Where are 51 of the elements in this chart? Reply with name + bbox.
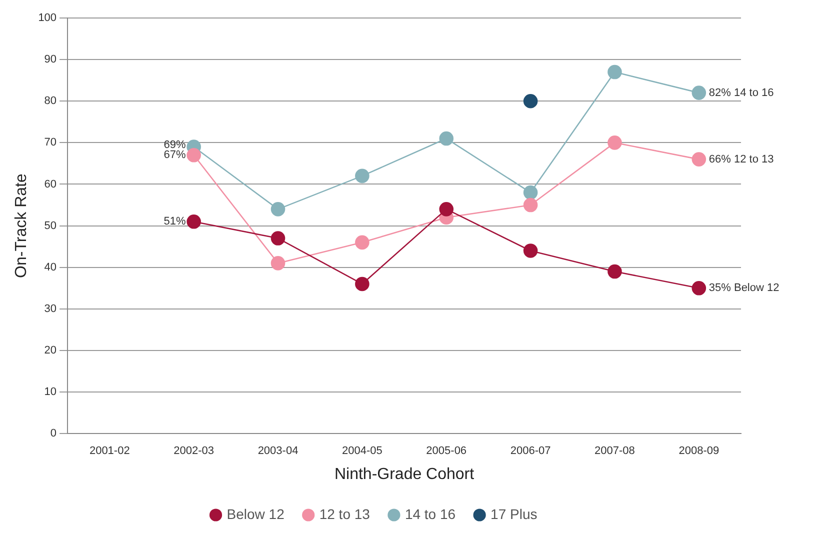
y-axis-title: On-Track Rate [13,174,30,278]
point [439,202,454,216]
point [608,64,622,80]
x-tick-label: 2008-09 [678,445,720,458]
y-tick-label: 70 [44,136,57,149]
annotation: 51% [164,216,186,228]
legend-label: Below 12 [226,506,285,522]
annotation: 82% 14 to 16 [708,86,774,99]
y-tick-label: 50 [44,220,57,232]
point [355,276,370,292]
point [692,280,706,296]
annotation: 35% Below 12 [708,282,780,294]
point [355,235,370,250]
annotation: 69% [164,139,186,152]
point [692,152,706,166]
x-tick-label: 2004-05 [342,445,382,458]
x-tick-label: 2003-04 [258,445,298,458]
y-tick-label: 80 [44,95,57,108]
point [523,185,538,200]
point [186,214,201,229]
y-tick-label: 60 [44,178,57,190]
point [523,198,538,212]
x-tick-label: 2007-08 [594,445,635,458]
y-tick-label: 20 [44,344,57,357]
point [523,94,538,108]
point [186,148,201,162]
legend-label: 14 to 16 [404,506,456,522]
y-tick-label: 30 [44,302,57,315]
point [692,86,706,100]
point [523,244,538,258]
y-tick-label: 40 [44,261,57,274]
point [270,231,286,246]
y-tick-label: 90 [44,54,57,66]
point [439,131,454,146]
point [608,136,622,150]
annotation: 66% 12 to 13 [708,153,774,166]
annotation: 67% [164,149,186,162]
x-tick-label: 2005-06 [426,445,467,458]
legend-label: 12 to 13 [319,506,370,522]
point [270,256,286,270]
y-tick-label: 100 [38,12,57,24]
y-tick-label: 0 [50,428,57,440]
legend-label: 17 Plus [490,506,538,522]
x-tick-label: 2001-02 [89,445,130,458]
x-tick-label: 2006-07 [510,445,551,458]
point [270,202,286,216]
x-axis-title: Ninth-Grade Cohort [334,466,475,483]
y-tick-label: 10 [44,386,57,398]
point [355,168,370,184]
point [608,264,622,279]
x-tick-label: 2002-03 [174,445,214,458]
